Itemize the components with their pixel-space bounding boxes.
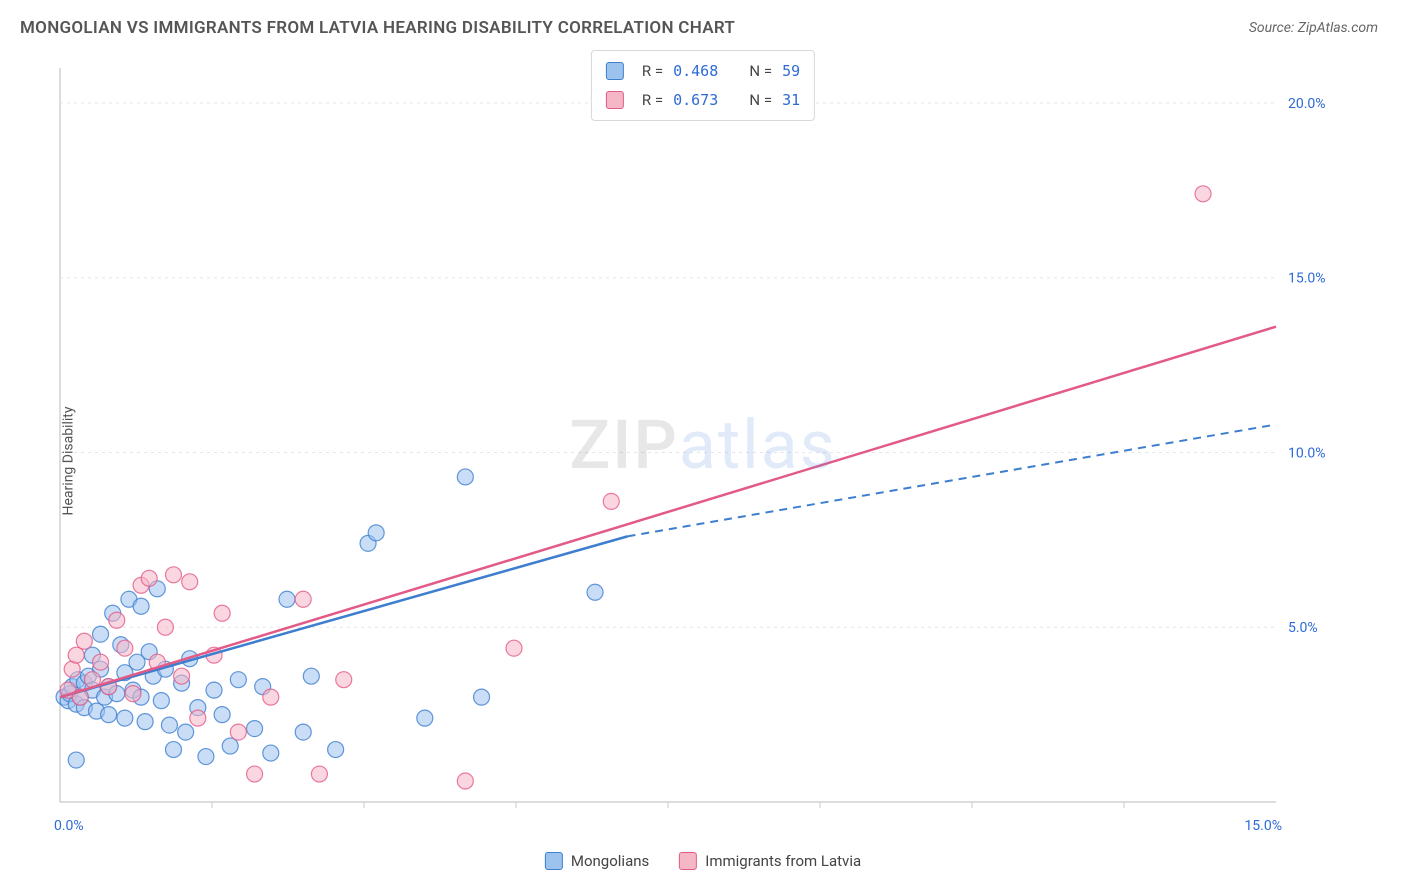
y-tick-label: 15.0% (1288, 271, 1326, 287)
data-point (157, 619, 173, 635)
legend-r-value: 0.673 (673, 86, 718, 115)
data-point (247, 766, 263, 782)
legend-item: Mongolians (545, 852, 649, 870)
data-point (328, 742, 344, 758)
data-point (198, 749, 214, 765)
legend-item: Immigrants from Latvia (679, 852, 861, 870)
data-point (161, 717, 177, 733)
data-point (165, 567, 181, 583)
data-point (457, 469, 473, 485)
data-point (368, 525, 384, 541)
data-point (178, 724, 194, 740)
data-point (93, 626, 109, 642)
y-tick-label: 5.0% (1288, 620, 1318, 636)
data-point (230, 724, 246, 740)
data-point (603, 493, 619, 509)
legend-swatch (606, 91, 624, 109)
chart-title: MONGOLIAN VS IMMIGRANTS FROM LATVIA HEAR… (20, 18, 735, 38)
data-point (137, 714, 153, 730)
data-point (109, 612, 125, 628)
data-point (1195, 186, 1211, 202)
legend-label: Immigrants from Latvia (705, 852, 861, 870)
data-point (263, 689, 279, 705)
legend-swatch (679, 852, 697, 870)
trend-line (60, 327, 1276, 697)
scatter-plot: 5.0% 10.0% 15.0% 20.0% 0.0% 15.0% (20, 50, 1366, 850)
data-point (117, 640, 133, 656)
data-point (214, 707, 230, 723)
source-attribution: Source: ZipAtlas.com (1249, 20, 1378, 36)
data-point (182, 574, 198, 590)
y-tick-label: 20.0% (1288, 96, 1326, 112)
legend-label: Mongolians (571, 852, 649, 870)
data-point (153, 693, 169, 709)
data-point (417, 710, 433, 726)
data-point (76, 633, 92, 649)
legend-swatch (545, 852, 563, 870)
chart-container: Hearing Disability 5.0% 10.0% 15.0% 20.0% 0.… (20, 50, 1386, 872)
data-point (222, 738, 238, 754)
correlation-legend: R = 0.468 N = 59R = 0.673 N = 31 (591, 50, 815, 121)
data-point (101, 707, 117, 723)
legend-n-value: 59 (782, 57, 800, 86)
data-point (174, 668, 190, 684)
y-axis-label: Hearing Disability (60, 407, 76, 516)
data-point (133, 598, 149, 614)
data-point (117, 710, 133, 726)
series-legend: Mongolians Immigrants from Latvia (545, 852, 861, 870)
legend-row: R = 0.468 N = 59 (606, 57, 800, 86)
data-point (336, 672, 352, 688)
data-point (68, 647, 84, 663)
data-point (457, 773, 473, 789)
data-point (295, 724, 311, 740)
data-point (165, 742, 181, 758)
data-point (190, 710, 206, 726)
legend-r-value: 0.468 (673, 57, 718, 86)
data-point (214, 605, 230, 621)
legend-swatch (606, 62, 624, 80)
x-tick-label: 15.0% (1244, 818, 1282, 834)
data-point (506, 640, 522, 656)
data-point (68, 752, 84, 768)
data-point (474, 689, 490, 705)
data-point (279, 591, 295, 607)
data-point (125, 686, 141, 702)
trend-line-extension (627, 425, 1276, 537)
data-point (230, 672, 246, 688)
data-point (263, 745, 279, 761)
y-tick-label: 10.0% (1288, 445, 1326, 461)
legend-n-value: 31 (782, 86, 800, 115)
legend-row: R = 0.673 N = 31 (606, 86, 800, 115)
data-point (295, 591, 311, 607)
x-tick-label: 0.0% (54, 818, 84, 834)
data-point (141, 570, 157, 586)
data-point (247, 721, 263, 737)
data-point (587, 584, 603, 600)
data-point (206, 682, 222, 698)
data-point (311, 766, 327, 782)
data-point (303, 668, 319, 684)
data-point (93, 654, 109, 670)
